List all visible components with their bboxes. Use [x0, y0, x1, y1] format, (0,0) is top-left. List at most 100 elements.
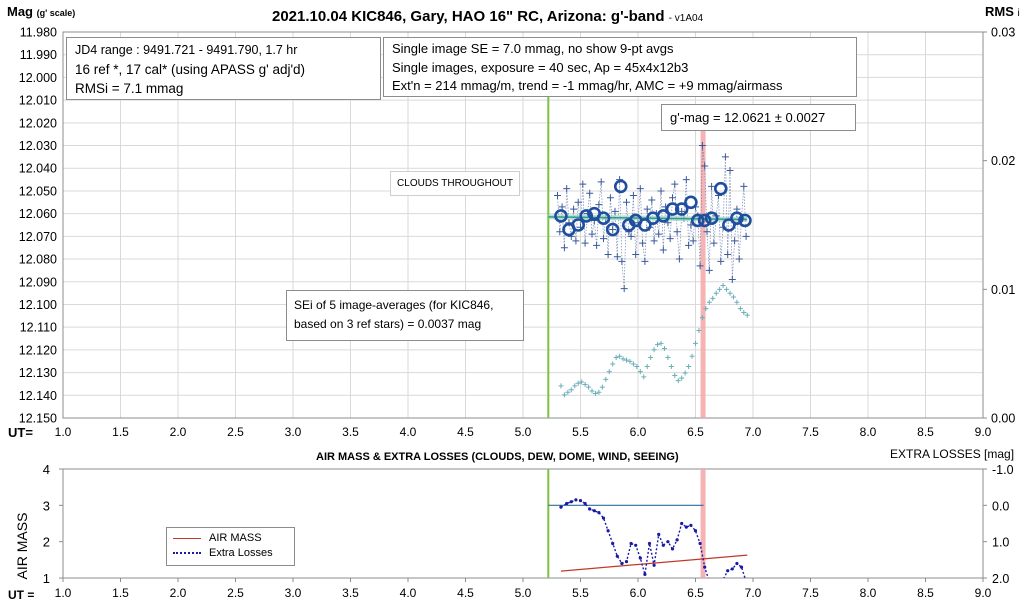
rms-point — [572, 383, 578, 389]
single-image-point — [595, 201, 603, 209]
rms-point — [682, 370, 688, 376]
extra-losses-point — [657, 532, 661, 537]
single-image-point — [593, 241, 601, 249]
single-image-point — [604, 251, 612, 259]
extra-losses-point — [647, 541, 652, 546]
single-image-point — [710, 239, 718, 247]
average-point — [722, 218, 736, 232]
single-image-point — [696, 262, 704, 270]
single-image-point — [613, 253, 621, 261]
rms-point — [737, 306, 743, 312]
extra-losses-point — [675, 538, 679, 542]
rms-point — [679, 375, 685, 381]
single-image-point — [609, 226, 617, 234]
single-image-point — [708, 182, 716, 190]
x-tick-label: 8.0 — [860, 425, 877, 439]
single-image-point — [600, 235, 607, 243]
extra-losses-point — [638, 556, 642, 560]
rms-point — [724, 286, 730, 292]
single-image-point — [721, 153, 729, 161]
extra-losses-point — [592, 509, 596, 513]
single-image-point — [643, 205, 651, 213]
single-image-point — [731, 237, 739, 245]
average-point — [684, 195, 698, 210]
average-point — [697, 213, 712, 228]
single-image-point — [671, 180, 679, 188]
extra-losses-axis-title: EXTRA LOSSES [mag] — [890, 447, 1015, 461]
y-tick-label: 12.150 — [19, 412, 57, 426]
plot-frame — [62, 31, 984, 419]
single-image-point — [666, 235, 674, 243]
extra-losses-point — [661, 543, 665, 547]
average-point — [638, 218, 652, 232]
airmass-x-tick-label: 7.5 — [802, 586, 819, 600]
extra-losses-point — [565, 501, 569, 506]
average-point — [690, 213, 705, 228]
rms-point — [648, 355, 654, 361]
average-point — [704, 211, 719, 225]
single-image-point — [586, 189, 594, 197]
rms-point — [727, 290, 733, 296]
y-tick-label: 12.110 — [20, 321, 57, 335]
x-tick-label: 6.0 — [630, 425, 647, 439]
y-tick-label: 12.010 — [19, 94, 57, 108]
single-image-point — [726, 167, 734, 175]
airmass-chart-title: AIR MASS & EXTRA LOSSES (CLOUDS, DEW, DO… — [316, 451, 679, 463]
sei-note: SEi of 5 image-averages (for KIC846, bas… — [286, 290, 524, 341]
single-image-point — [675, 255, 683, 263]
single-image-point — [611, 207, 619, 215]
airmass-x-tick-label: 2.0 — [170, 586, 187, 600]
extra-losses-point — [620, 561, 624, 566]
average-point — [713, 181, 728, 196]
extra-losses-point — [745, 580, 748, 583]
airmass-plot-frame — [62, 468, 984, 579]
rms-point — [586, 384, 592, 390]
single-image-point — [689, 237, 697, 245]
airmass-x-tick-label: 5.0 — [515, 586, 532, 600]
single-image-point — [669, 194, 676, 202]
y-tick-label: 12.020 — [19, 116, 57, 130]
extra-losses-point — [578, 499, 583, 503]
extra-losses-point — [712, 578, 715, 581]
rms-point — [730, 294, 736, 300]
airmass-x-tick-label: 1.5 — [112, 586, 129, 600]
single-image-point — [705, 266, 713, 274]
single-image-point — [623, 198, 630, 206]
chart-title: 2021.10.04 KIC846, Gary, HAO 16" RC, Ari… — [272, 8, 704, 25]
y-tick-label: 12.090 — [19, 275, 57, 289]
rms-point — [561, 392, 567, 398]
single-image-point — [673, 228, 681, 236]
legend-item-extra-losses: Extra Losses — [173, 546, 288, 561]
airmass-x-tick-label: 6.5 — [687, 586, 704, 600]
rms-point — [627, 358, 633, 364]
extra-losses-point — [689, 523, 693, 527]
rms-point — [741, 309, 747, 315]
extra-losses-point — [559, 505, 563, 509]
single-image-point — [641, 257, 649, 265]
rms-point — [596, 389, 602, 395]
single-image-point — [657, 187, 665, 195]
single-image-point — [740, 182, 748, 190]
extra-losses-point — [615, 554, 619, 558]
y-tick-label: 12.080 — [19, 253, 57, 267]
extra-losses-point — [611, 541, 615, 546]
single-image-point — [597, 178, 605, 186]
rms-point — [565, 389, 571, 395]
airmass-x-tick-label: 6.0 — [630, 586, 647, 600]
rms-point — [693, 340, 698, 346]
rms-point — [606, 369, 612, 375]
rms-point — [579, 379, 585, 385]
extra-losses-point — [588, 507, 592, 511]
x-tick-label: 6.5 — [687, 425, 704, 439]
airmass-legend: AIR MASS Extra Losses — [166, 527, 295, 566]
single-image-point — [563, 185, 571, 193]
rms-point — [699, 315, 705, 321]
rms-point — [672, 373, 678, 379]
single-image-point — [717, 257, 725, 265]
rms-point — [689, 353, 695, 359]
rms-point — [734, 299, 740, 305]
single-image-point — [685, 241, 693, 249]
end-time-line — [700, 130, 706, 418]
rms-point — [630, 361, 636, 367]
rms-point — [634, 364, 640, 370]
